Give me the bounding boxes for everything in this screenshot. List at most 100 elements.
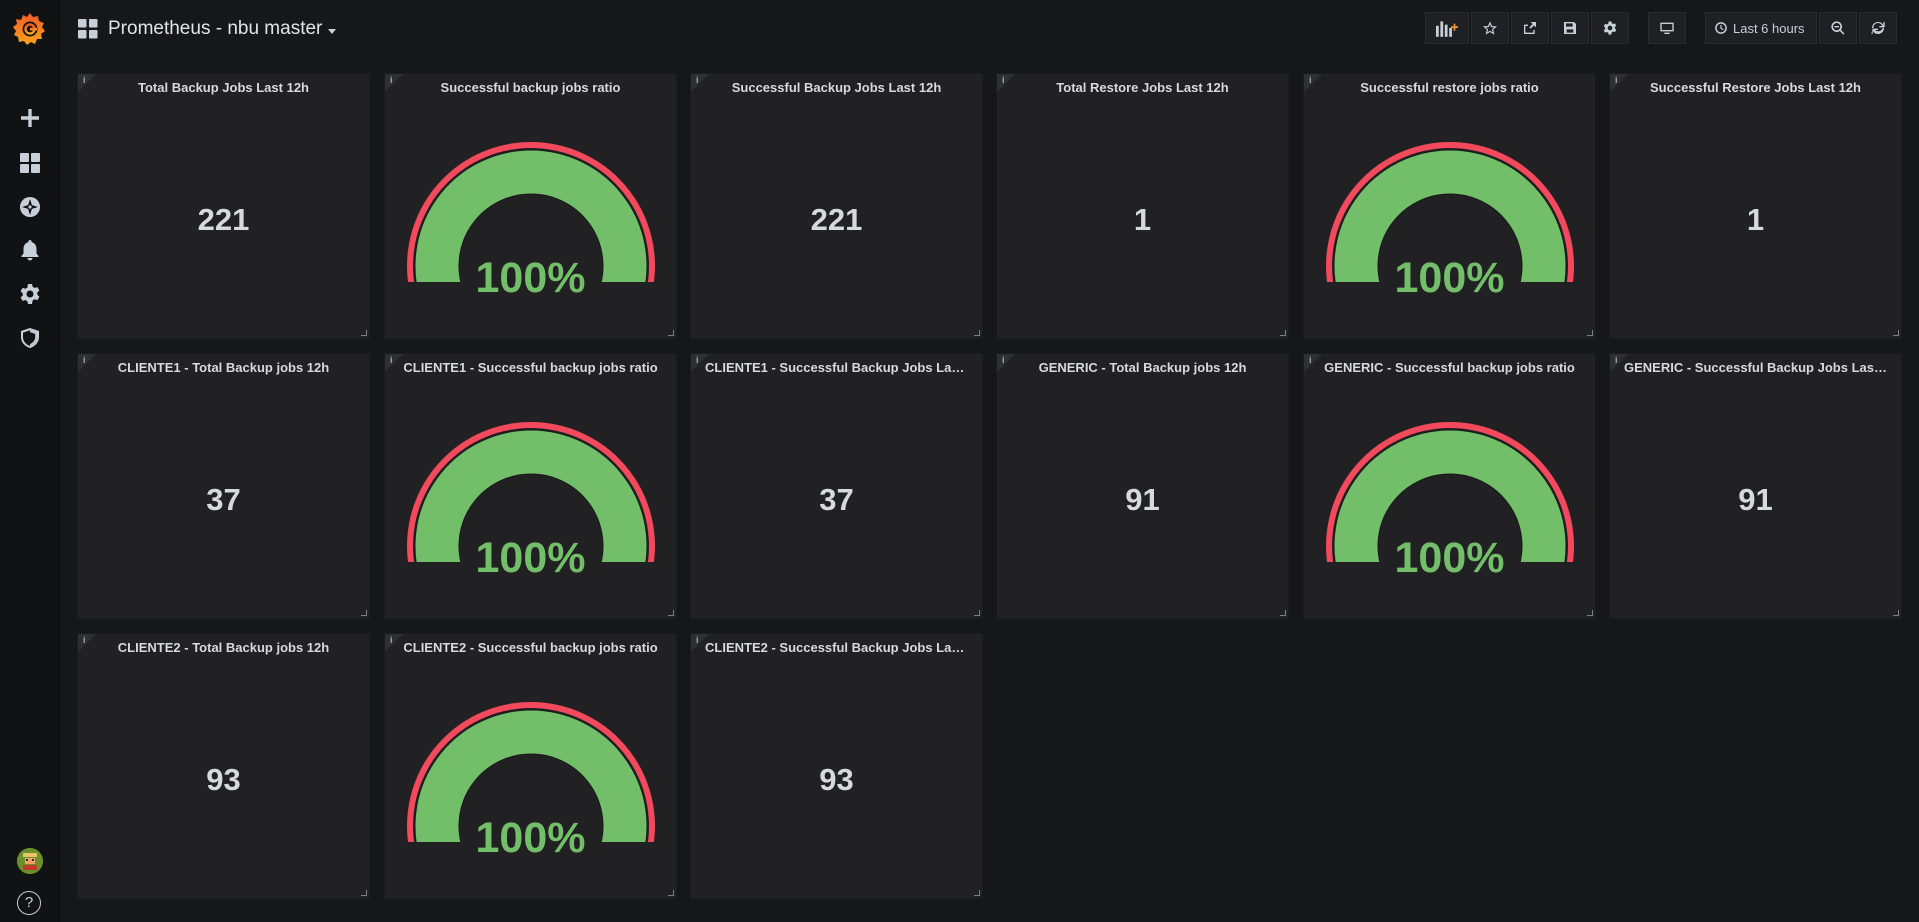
panel-title[interactable]: CLIENTE2 - Total Backup jobs 12h (117, 640, 330, 655)
stat-panel[interactable]: i CLIENTE1 - Total Backup jobs 12h 37 (77, 353, 370, 619)
panel-title[interactable]: Total Restore Jobs Last 12h (1056, 80, 1229, 95)
panel-title[interactable]: Successful Backup Jobs Last 12h (731, 80, 942, 95)
panel-title[interactable]: Successful Restore Jobs Last 12h (1650, 80, 1861, 95)
user-avatar[interactable] (17, 848, 43, 874)
panel-info-corner[interactable] (691, 634, 709, 652)
panel-title[interactable]: Successful restore jobs ratio (1360, 80, 1539, 95)
panel-info-corner[interactable] (691, 354, 709, 372)
share-icon (1524, 22, 1536, 34)
star-icon (1483, 21, 1497, 35)
plus-icon[interactable] (16, 104, 44, 132)
gauge-panel[interactable]: i GENERIC - Successful backup jobs ratio… (1303, 353, 1596, 619)
star-button[interactable] (1471, 12, 1509, 44)
panel-info-corner[interactable] (385, 634, 403, 652)
resize-handle-icon[interactable] (361, 890, 367, 896)
info-icon[interactable]: i (696, 75, 699, 85)
bell-icon[interactable] (16, 236, 44, 264)
info-icon[interactable]: i (83, 355, 86, 365)
panel-info-corner[interactable] (385, 74, 403, 92)
info-icon[interactable]: i (1309, 75, 1312, 85)
gauge-panel[interactable]: i Successful restore jobs ratio 100% (1303, 73, 1596, 339)
share-button[interactable] (1511, 12, 1549, 44)
resize-handle-icon[interactable] (974, 610, 980, 616)
panel-info-corner[interactable] (78, 74, 96, 92)
panel-info-corner[interactable] (1610, 354, 1628, 372)
stat-panel[interactable]: i Successful Backup Jobs Last 12h 221 (690, 73, 983, 339)
info-icon[interactable]: i (1615, 75, 1618, 85)
add-panel-button[interactable] (1425, 12, 1469, 44)
stat-value: 37 (819, 482, 854, 517)
panel-info-corner[interactable] (1304, 354, 1322, 372)
resize-handle-icon[interactable] (1587, 610, 1593, 616)
zoom-out-button[interactable] (1819, 12, 1857, 44)
info-icon[interactable]: i (1309, 355, 1312, 365)
panel-info-corner[interactable] (385, 354, 403, 372)
gauge-panel[interactable]: i Successful backup jobs ratio 100% (384, 73, 677, 339)
panel-info-corner[interactable] (1610, 74, 1628, 92)
resize-handle-icon[interactable] (361, 330, 367, 336)
resize-handle-icon[interactable] (361, 610, 367, 616)
panel-title[interactable]: GENERIC - Successful Backup Jobs Last 1.… (1624, 360, 1887, 375)
panel-title[interactable]: CLIENTE2 - Successful backup jobs ratio (403, 640, 658, 655)
panel-info-corner[interactable] (997, 354, 1015, 372)
panel-info-corner[interactable] (1304, 74, 1322, 92)
stat-panel[interactable]: i CLIENTE2 - Total Backup jobs 12h 93 (77, 633, 370, 899)
stat-panel[interactable]: i GENERIC - Total Backup jobs 12h 91 (996, 353, 1289, 619)
resize-handle-icon[interactable] (1280, 330, 1286, 336)
resize-handle-icon[interactable] (668, 610, 674, 616)
info-icon[interactable]: i (83, 75, 86, 85)
stat-panel[interactable]: i CLIENTE1 - Successful Backup Jobs Last… (690, 353, 983, 619)
shield-icon[interactable] (16, 324, 44, 352)
panel-title[interactable]: Total Backup Jobs Last 12h (138, 80, 309, 95)
info-icon[interactable]: i (1002, 355, 1005, 365)
resize-handle-icon[interactable] (1280, 610, 1286, 616)
panel-title[interactable]: CLIENTE1 - Total Backup jobs 12h (117, 360, 330, 375)
resize-handle-icon[interactable] (1587, 330, 1593, 336)
info-icon[interactable]: i (1002, 75, 1005, 85)
settings-button[interactable] (1591, 12, 1629, 44)
info-icon[interactable]: i (696, 355, 699, 365)
panel-title[interactable]: GENERIC - Successful backup jobs ratio (1324, 360, 1575, 375)
resize-handle-icon[interactable] (974, 330, 980, 336)
panel-title[interactable]: CLIENTE1 - Successful backup jobs ratio (403, 360, 658, 375)
info-icon[interactable]: i (696, 635, 699, 645)
stat-panel[interactable]: i Total Restore Jobs Last 12h 1 (996, 73, 1289, 339)
stat-panel[interactable]: i Total Backup Jobs Last 12h 221 (77, 73, 370, 339)
resize-handle-icon[interactable] (668, 890, 674, 896)
resize-handle-icon[interactable] (974, 890, 980, 896)
gauge-chart (407, 142, 655, 282)
panel-info-corner[interactable] (78, 354, 96, 372)
add-panel-icon (1436, 21, 1458, 37)
stat-panel[interactable]: i Successful Restore Jobs Last 12h 1 (1609, 73, 1902, 339)
help-button[interactable]: ? (17, 891, 41, 915)
dashboards-icon[interactable] (16, 149, 44, 177)
gauge-panel[interactable]: i CLIENTE1 - Successful backup jobs rati… (384, 353, 677, 619)
panel-title[interactable]: CLIENTE1 - Successful Backup Jobs Last .… (705, 360, 968, 375)
stat-panel[interactable]: i CLIENTE2 - Successful Backup Jobs Last… (690, 633, 983, 899)
info-icon[interactable]: i (1615, 355, 1618, 365)
info-icon[interactable]: i (390, 75, 393, 85)
grafana-logo-icon[interactable] (12, 10, 48, 46)
panel-info-corner[interactable] (691, 74, 709, 92)
save-button[interactable] (1551, 12, 1589, 44)
resize-handle-icon[interactable] (1893, 330, 1899, 336)
panel-title[interactable]: CLIENTE2 - Successful Backup Jobs Last .… (705, 640, 968, 655)
resize-handle-icon[interactable] (668, 330, 674, 336)
dashboard-picker[interactable]: Prometheus - nbu master (78, 16, 337, 42)
gear-icon[interactable] (16, 280, 44, 308)
panel-title[interactable]: GENERIC - Total Backup jobs 12h (1038, 360, 1247, 375)
info-icon[interactable]: i (390, 355, 393, 365)
refresh-button[interactable] (1859, 12, 1897, 44)
resize-handle-icon[interactable] (1893, 610, 1899, 616)
time-picker-button[interactable]: Last 6 hours (1705, 12, 1817, 44)
tv-mode-button[interactable] (1648, 12, 1686, 44)
info-icon[interactable]: i (390, 635, 393, 645)
info-icon[interactable]: i (83, 635, 86, 645)
stat-value: 91 (1125, 482, 1160, 517)
panel-info-corner[interactable] (78, 634, 96, 652)
panel-info-corner[interactable] (997, 74, 1015, 92)
stat-panel[interactable]: i GENERIC - Successful Backup Jobs Last … (1609, 353, 1902, 619)
panel-title[interactable]: Successful backup jobs ratio (440, 80, 621, 95)
gauge-panel[interactable]: i CLIENTE2 - Successful backup jobs rati… (384, 633, 677, 899)
compass-icon[interactable] (16, 193, 44, 221)
